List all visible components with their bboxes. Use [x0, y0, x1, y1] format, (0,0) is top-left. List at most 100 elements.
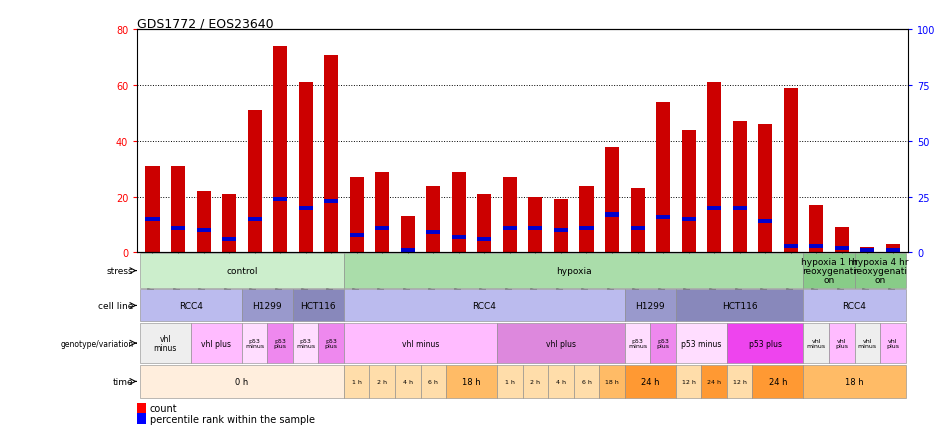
Bar: [624, 323, 650, 363]
Bar: [421, 365, 447, 398]
Bar: [344, 253, 803, 288]
Bar: [529, 197, 542, 253]
Text: cell line: cell line: [98, 301, 133, 310]
Bar: [880, 323, 905, 363]
Bar: [140, 365, 344, 398]
Bar: [248, 217, 262, 222]
Bar: [268, 323, 293, 363]
Bar: [146, 217, 160, 222]
Bar: [478, 194, 491, 253]
Text: RCC4: RCC4: [472, 301, 497, 310]
Bar: [222, 194, 236, 253]
Bar: [427, 186, 440, 253]
Text: time: time: [113, 377, 133, 386]
Bar: [631, 189, 644, 253]
Bar: [727, 323, 803, 363]
Text: 18 h: 18 h: [463, 377, 481, 386]
Text: 12 h: 12 h: [733, 379, 746, 384]
Text: p53 minus: p53 minus: [681, 339, 722, 348]
Text: p53
plus: p53 plus: [324, 339, 338, 348]
Bar: [829, 323, 854, 363]
Bar: [599, 365, 624, 398]
Bar: [344, 290, 624, 322]
Text: 18 h: 18 h: [605, 379, 619, 384]
Bar: [401, 217, 414, 253]
Text: p53
minus: p53 minus: [628, 339, 647, 348]
Text: p53
plus: p53 plus: [657, 339, 670, 348]
Bar: [783, 89, 797, 253]
Bar: [171, 167, 185, 253]
Text: 4 h: 4 h: [556, 379, 566, 384]
Bar: [191, 323, 242, 363]
Bar: [140, 323, 191, 363]
Bar: [324, 200, 339, 204]
Bar: [498, 365, 522, 398]
Bar: [447, 365, 498, 398]
Text: count: count: [149, 403, 177, 413]
Text: H1299: H1299: [253, 301, 282, 310]
Bar: [273, 197, 288, 201]
Bar: [427, 231, 440, 235]
Bar: [146, 167, 160, 253]
Text: hypoxia: hypoxia: [556, 266, 591, 276]
Bar: [803, 253, 854, 288]
Text: 0 h: 0 h: [236, 377, 249, 386]
Bar: [834, 228, 849, 253]
Bar: [657, 103, 670, 253]
Text: 1 h: 1 h: [505, 379, 515, 384]
Text: hypoxia 4 hr
reoxygenati
on: hypoxia 4 hr reoxygenati on: [851, 258, 908, 284]
Text: RCC4: RCC4: [179, 301, 202, 310]
Bar: [809, 244, 823, 248]
Text: 6 h: 6 h: [582, 379, 591, 384]
Bar: [242, 323, 268, 363]
Bar: [681, 131, 695, 253]
Text: RCC4: RCC4: [843, 301, 867, 310]
Bar: [580, 186, 593, 253]
Bar: [197, 192, 211, 253]
Bar: [573, 365, 599, 398]
Bar: [624, 290, 675, 322]
Bar: [248, 111, 262, 253]
Bar: [503, 178, 517, 253]
Text: genotype/variation: genotype/variation: [61, 339, 133, 348]
Bar: [197, 229, 211, 233]
Text: p53
minus: p53 minus: [296, 339, 315, 348]
Text: 2 h: 2 h: [377, 379, 387, 384]
Bar: [657, 215, 670, 219]
Bar: [370, 365, 395, 398]
Bar: [140, 290, 242, 322]
Bar: [401, 249, 414, 253]
Bar: [299, 206, 313, 210]
Bar: [605, 213, 619, 217]
Bar: [681, 217, 695, 222]
Bar: [171, 226, 185, 230]
Bar: [452, 235, 465, 240]
Bar: [675, 323, 727, 363]
Bar: [854, 253, 905, 288]
Bar: [758, 125, 772, 253]
Text: 24 h: 24 h: [708, 379, 721, 384]
Text: 6 h: 6 h: [429, 379, 438, 384]
Bar: [803, 365, 905, 398]
Text: p53
plus: p53 plus: [273, 339, 287, 348]
Bar: [242, 290, 293, 322]
Text: p53 plus: p53 plus: [748, 339, 781, 348]
Bar: [137, 403, 147, 414]
Bar: [350, 178, 364, 253]
Bar: [758, 220, 772, 224]
Text: p53
minus: p53 minus: [245, 339, 264, 348]
Bar: [293, 290, 344, 322]
Bar: [854, 323, 880, 363]
Text: percentile rank within the sample: percentile rank within the sample: [149, 414, 314, 424]
Bar: [548, 365, 573, 398]
Bar: [860, 249, 874, 253]
Bar: [478, 237, 491, 242]
Bar: [605, 147, 619, 253]
Bar: [809, 206, 823, 253]
Text: HCT116: HCT116: [722, 301, 758, 310]
Bar: [140, 253, 344, 288]
Text: stress: stress: [107, 266, 133, 276]
Text: hypoxia 1 hr
reoxygenati
on: hypoxia 1 hr reoxygenati on: [800, 258, 857, 284]
Text: GDS1772 / EOS23640: GDS1772 / EOS23640: [137, 17, 273, 30]
Bar: [675, 365, 701, 398]
